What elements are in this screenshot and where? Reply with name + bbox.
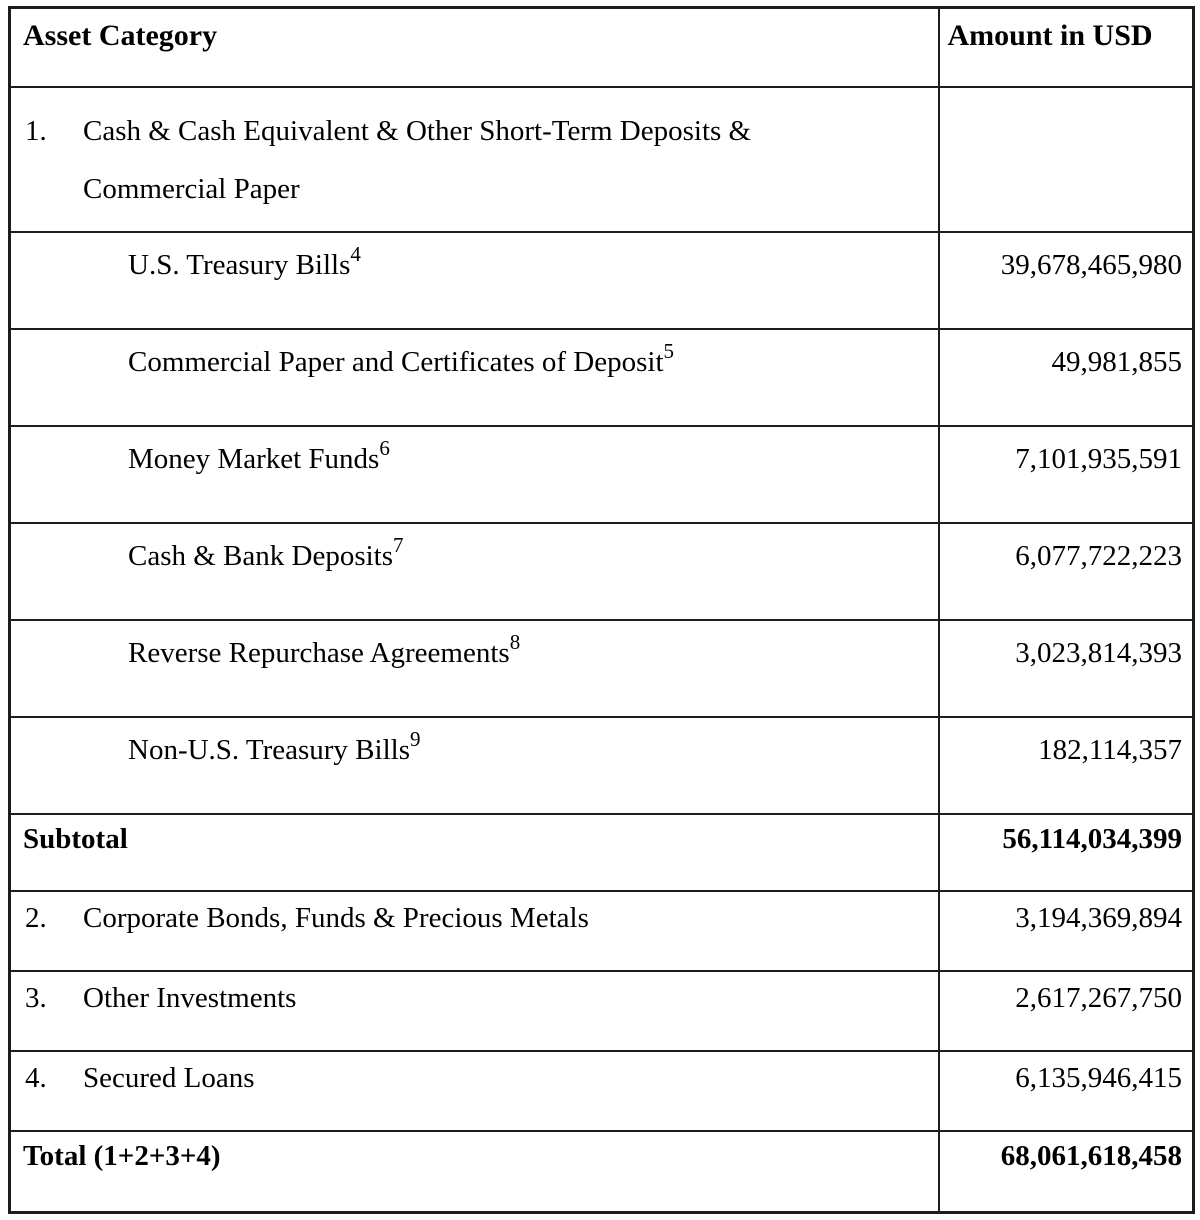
item-number: 4. — [25, 1062, 47, 1094]
table-row-money-market-funds: Money Market Funds6 7,101,935,591 — [8, 425, 1195, 524]
column-header-asset-category: Asset Category — [8, 6, 940, 88]
footnote-ref: 8 — [509, 629, 521, 654]
table-row-other-investments: 3. Other Investments 2,617,267,750 — [8, 970, 1195, 1052]
item-label: Cash & Cash Equivalent & Other Short-Ter… — [83, 102, 751, 218]
table-row-non-us-treasury-bills: Non-U.S. Treasury Bills9 182,114,357 — [8, 716, 1195, 815]
footnote-ref: 9 — [410, 726, 421, 751]
item-label: Other Investments — [83, 982, 297, 1014]
subitem-label: Reverse Repurchase Agreements — [128, 637, 510, 669]
table-row-cash-bank-deposits: Cash & Bank Deposits7 6,077,722,223 — [8, 522, 1195, 621]
item-number: 2. — [25, 902, 47, 934]
table-row-reverse-repurchase: Reverse Repurchase Agreements8 3,023,814… — [8, 619, 1195, 718]
item-label-line2: Commercial Paper — [83, 173, 300, 205]
subtotal-label: Subtotal — [23, 823, 128, 855]
amount-cell: 3,023,814,393 — [937, 619, 1195, 718]
subitem-label: Cash & Bank Deposits — [128, 540, 394, 572]
subtotal-amount: 56,114,034,399 — [937, 813, 1195, 892]
amount-cell-empty — [937, 86, 1195, 233]
subitem-label: Non-U.S. Treasury Bills — [128, 734, 410, 766]
footnote-ref: 6 — [379, 435, 390, 460]
amount-cell: 6,077,722,223 — [937, 522, 1195, 621]
amount-cell: 6,135,946,415 — [937, 1050, 1195, 1132]
table-row-secured-loans: 4. Secured Loans 6,135,946,415 — [8, 1050, 1195, 1132]
total-label: Total (1+2+3+4) — [23, 1140, 221, 1172]
item-number: 1. — [25, 115, 47, 147]
table-row-commercial-paper-cd: Commercial Paper and Certificates of Dep… — [8, 328, 1195, 427]
table-header-row: Asset Category Amount in USD — [8, 6, 1195, 88]
item-label: Secured Loans — [83, 1062, 255, 1094]
amount-cell: 49,981,855 — [937, 328, 1195, 427]
footnote-ref: 4 — [350, 241, 361, 266]
table-row-us-treasury-bills: U.S. Treasury Bills4 39,678,465,980 — [8, 231, 1195, 330]
amount-cell: 39,678,465,980 — [937, 231, 1195, 330]
item-label: Corporate Bonds, Funds & Precious Metals — [83, 902, 589, 934]
amount-cell: 2,617,267,750 — [937, 970, 1195, 1052]
table-row-subtotal: Subtotal 56,114,034,399 — [8, 813, 1195, 892]
item-number: 3. — [25, 982, 47, 1014]
footnote-ref: 5 — [663, 338, 675, 363]
amount-cell: 182,114,357 — [937, 716, 1195, 815]
amount-cell: 3,194,369,894 — [937, 890, 1195, 972]
total-amount: 68,061,618,458 — [937, 1130, 1195, 1214]
table-row-cash-equivalents: 1. Cash & Cash Equivalent & Other Short-T… — [8, 86, 1195, 233]
subitem-label: U.S. Treasury Bills — [128, 249, 351, 281]
footnote-ref: 7 — [393, 532, 404, 557]
subitem-label: Commercial Paper and Certificates of Dep… — [128, 346, 664, 378]
column-header-amount-usd: Amount in USD — [937, 6, 1195, 88]
amount-cell: 7,101,935,591 — [937, 425, 1195, 524]
table-row-total: Total (1+2+3+4) 68,061,618,458 — [8, 1130, 1195, 1214]
asset-table: Asset Category Amount in USD 1. Cash & Ca… — [8, 6, 1195, 1214]
subitem-label: Money Market Funds — [128, 443, 380, 475]
table-row-corporate-bonds: 2. Corporate Bonds, Funds & Precious Meta… — [8, 890, 1195, 972]
item-label-line1: Cash & Cash Equivalent & Other Short-Ter… — [83, 115, 752, 147]
